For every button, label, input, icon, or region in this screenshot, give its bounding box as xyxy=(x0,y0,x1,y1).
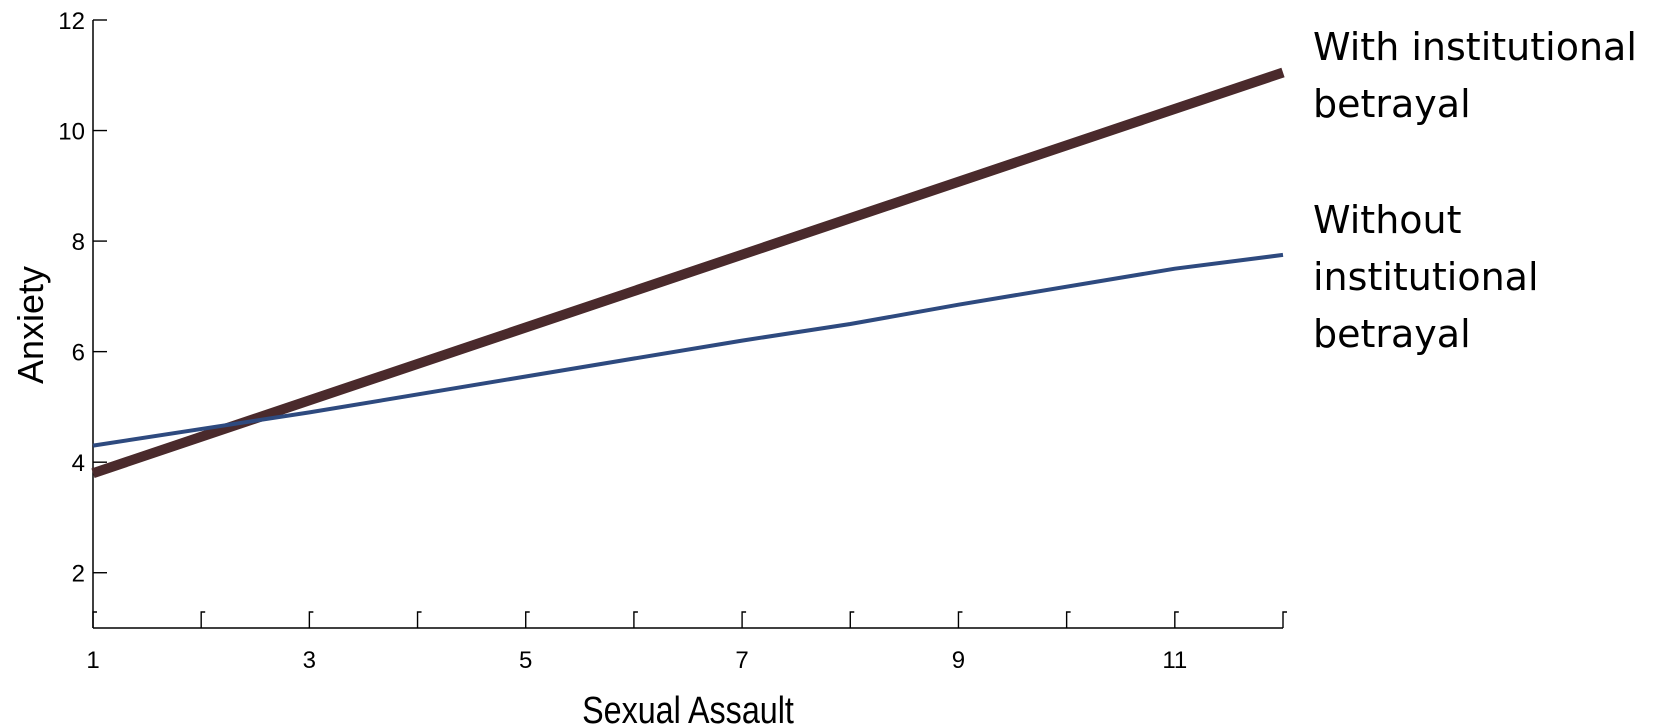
legend-label-line: With institutional xyxy=(1313,25,1637,69)
x-tick-mark xyxy=(92,611,97,628)
x-tick-label: 11 xyxy=(1162,647,1187,674)
x-tick-label: 1 xyxy=(86,647,99,674)
x-tick-mark xyxy=(849,611,855,628)
x-tick-mark xyxy=(633,611,638,628)
series-line-1 xyxy=(91,67,1285,478)
x-tick-label: 5 xyxy=(519,647,532,674)
x-tick-mark xyxy=(1065,611,1071,628)
legend-label-line: betrayal xyxy=(1313,82,1471,126)
legend-label-2: Without institutional betrayal xyxy=(1313,198,1539,356)
series-layer xyxy=(91,67,1285,478)
legend-label-1: With institutional betrayal xyxy=(1313,25,1637,126)
legend-label-line: betrayal xyxy=(1313,312,1471,356)
y-axis-title: Anxiety xyxy=(10,266,51,384)
x-tick-label: 7 xyxy=(735,647,748,674)
x-tick-mark xyxy=(1174,611,1179,628)
x-tick-mark xyxy=(308,611,314,628)
y-tick-label: 6 xyxy=(72,340,85,367)
axes: 1 3 5 7 9 11 2 4 6 8 10 12 xyxy=(58,8,1287,674)
x-tick-label: 3 xyxy=(303,647,316,674)
x-tick-mark xyxy=(957,611,963,628)
x-axis-title: Sexual Assault xyxy=(582,690,794,728)
y-tick-label: 2 xyxy=(72,561,85,588)
y-tick-label: 12 xyxy=(58,8,85,35)
legend-label-line: Without xyxy=(1313,198,1462,242)
legend: With institutional betrayal Without institu… xyxy=(1313,25,1637,356)
x-tick-mark xyxy=(416,611,422,628)
y-tick-label: 10 xyxy=(58,119,85,146)
x-tick-mark xyxy=(1282,611,1287,628)
y-tick-label: 8 xyxy=(72,229,85,256)
series-line-2 xyxy=(92,252,1284,448)
x-tick-mark xyxy=(741,611,747,628)
x-tick-label: 9 xyxy=(952,647,965,674)
legend-label-line: institutional xyxy=(1313,255,1539,299)
x-tick-mark xyxy=(200,611,206,628)
x-tick-mark xyxy=(525,611,530,628)
y-tick-label: 4 xyxy=(72,450,85,477)
